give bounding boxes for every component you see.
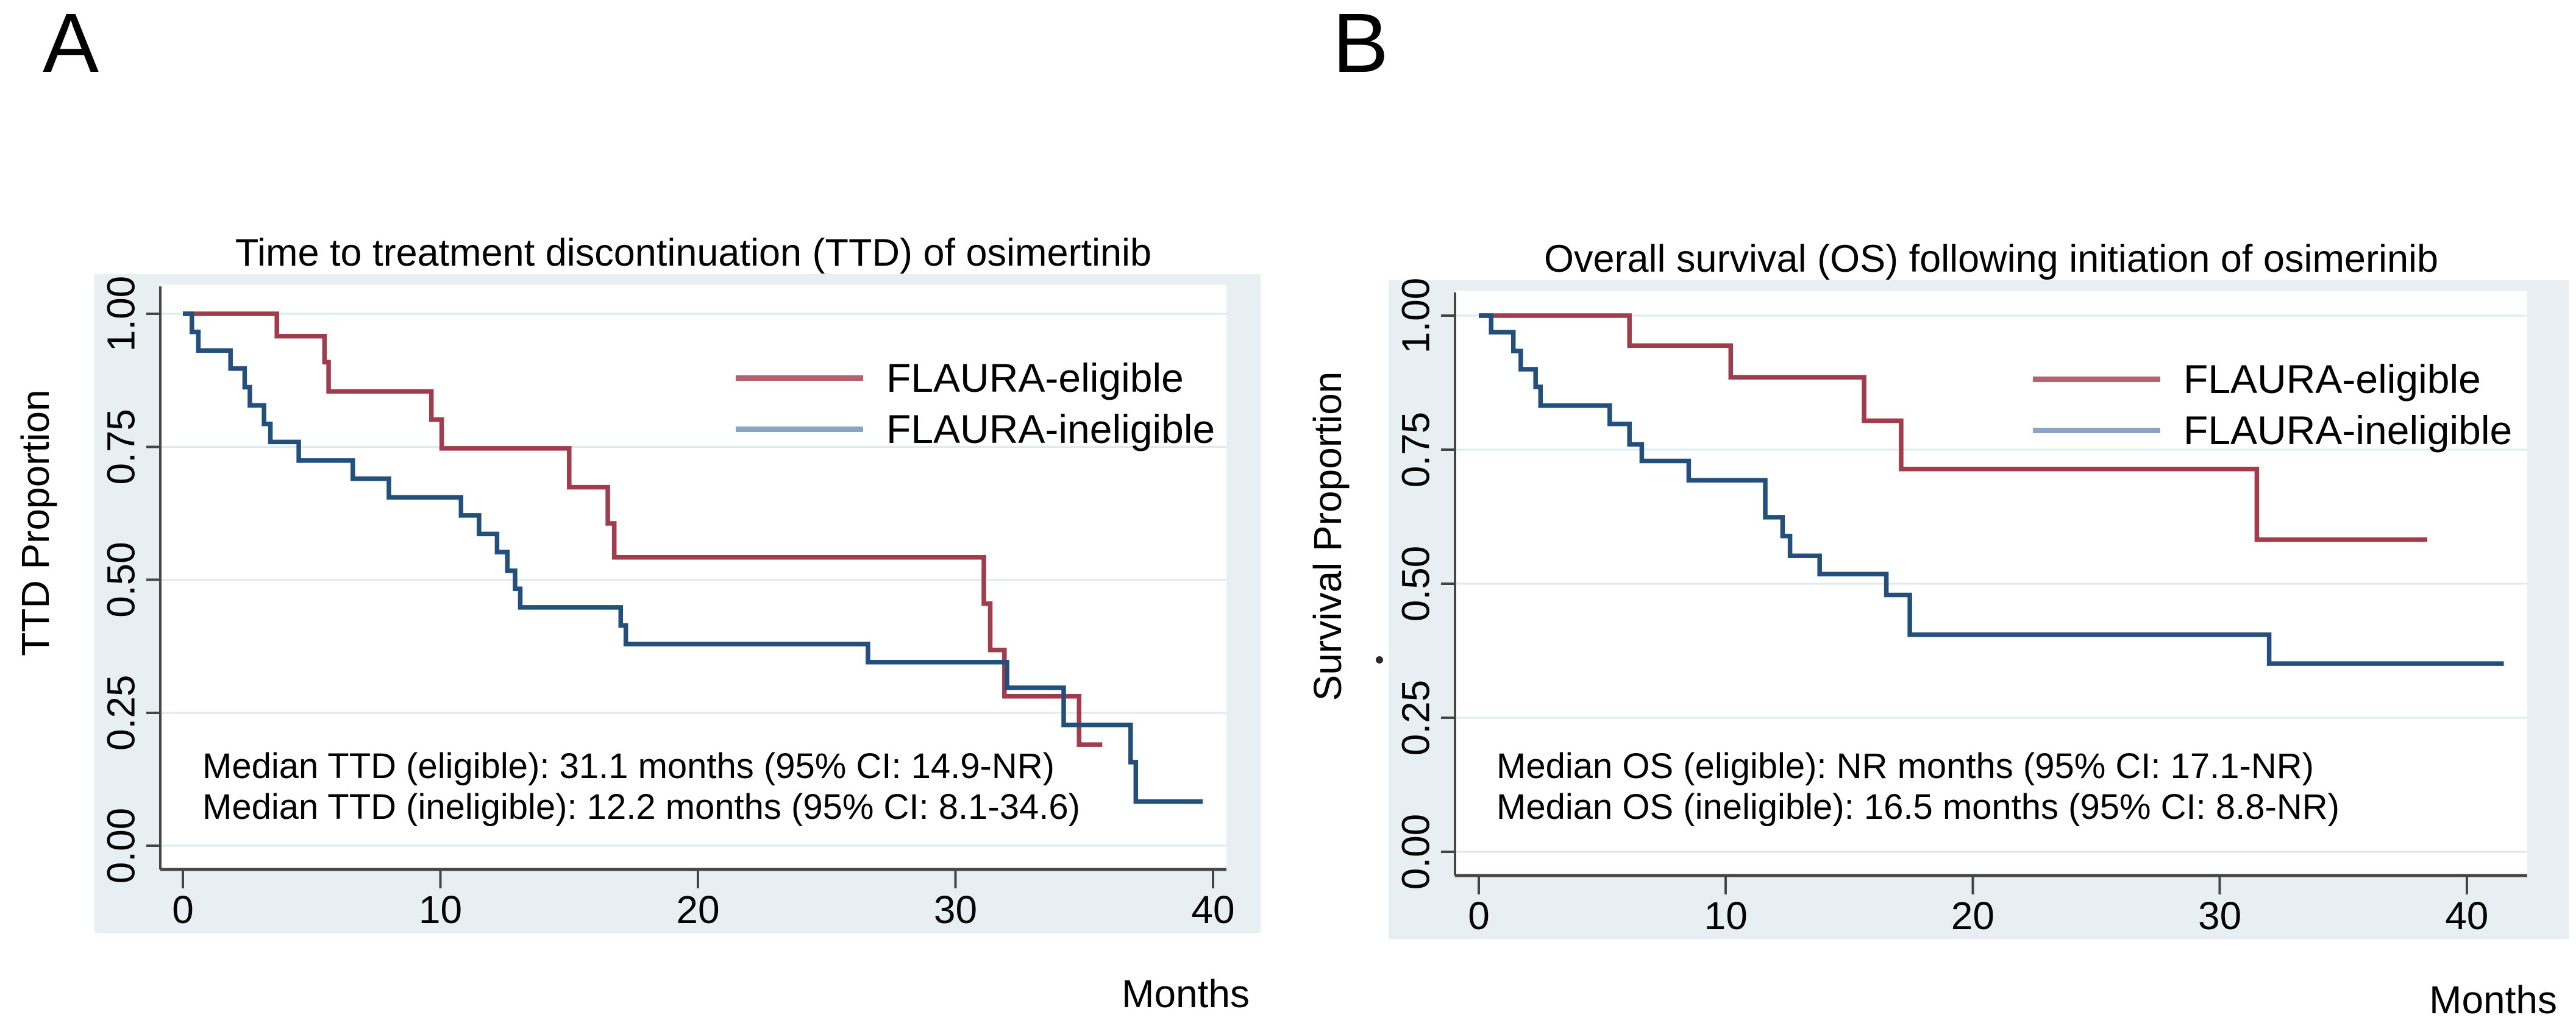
ineligible-line-swatch-icon (736, 426, 863, 432)
stray-dot-artifact (1376, 656, 1383, 664)
x-tick-label: 40 (2445, 894, 2488, 938)
x-tick-label: 20 (1951, 894, 1994, 938)
km-curve-eligible (183, 311, 1103, 747)
y-tick-label: 0.25 (99, 674, 143, 751)
y-tick-label: 0.00 (1393, 814, 1437, 890)
panel-letter-b: B (1332, 0, 1389, 90)
annotation-line: Median OS (eligible): NR months (95% CI:… (1496, 746, 2314, 786)
x-tick-label: 0 (1468, 894, 1490, 938)
annotation-line: Median TTD (ineligible): 12.2 months (95… (202, 787, 1080, 827)
generated-chart-layers: 0.00 0.25 0.50 0.75 1.00 0 10 20 30 40 0.00 0.25 0.5… (94, 274, 2569, 939)
legend-item-ineligible: FLAURA-ineligible (2033, 405, 2512, 456)
y-tick-label: 1.00 (1393, 278, 1437, 354)
legend-item-eligible: FLAURA-eligible (736, 352, 1215, 403)
legend-label-eligible: FLAURA-eligible (886, 355, 1184, 400)
legend-a: FLAURA-eligible FLAURA-ineligible (736, 352, 1215, 455)
ineligible-line-swatch-icon (2033, 427, 2160, 433)
panel-letter-a: A (43, 0, 99, 90)
x-tick-label: 30 (934, 888, 977, 932)
median-annotation-a: Median TTD (eligible): 31.1 months (95% … (202, 746, 1080, 827)
legend-label-eligible: FLAURA-eligible (2183, 356, 2481, 402)
x-tick-label: 40 (1191, 888, 1234, 932)
legend-b: FLAURA-eligible FLAURA-ineligible (2033, 353, 2512, 456)
x-tick-label: 0 (172, 888, 194, 932)
y-tick-label: 0.50 (99, 542, 143, 618)
plot-region (160, 285, 1226, 869)
km-curve-ineligible (1479, 313, 2504, 666)
legend-item-eligible: FLAURA-eligible (2033, 353, 2512, 405)
y-tick-label: 0.50 (1393, 546, 1437, 622)
y-axis-label-b: Survival Proportion (1306, 372, 1350, 701)
eligible-line-swatch-icon (736, 375, 863, 381)
y-tick-label: 0.75 (1393, 412, 1437, 488)
legend-label-ineligible: FLAURA-ineligible (886, 406, 1215, 451)
x-tick-label: 10 (1704, 894, 1748, 938)
x-tick-label: 20 (676, 888, 719, 932)
km-curve-eligible (1479, 313, 2427, 542)
x-tick-label: 10 (419, 888, 462, 932)
legend-item-ineligible: FLAURA-ineligible (736, 403, 1215, 455)
x-axis-label-b: Months (2429, 978, 2557, 1022)
median-annotation-b: Median OS (eligible): NR months (95% CI:… (1496, 746, 2339, 827)
eligible-line-swatch-icon (2033, 376, 2160, 382)
y-tick-label: 0.75 (99, 409, 143, 485)
legend-label-ineligible: FLAURA-ineligible (2183, 408, 2513, 453)
y-tick-label: 0.25 (1393, 680, 1437, 756)
km-curve-ineligible (183, 311, 1203, 804)
annotation-line: Median OS (ineligible): 16.5 months (95%… (1496, 787, 2339, 827)
x-axis-label-a: Months (1122, 972, 1250, 1016)
y-tick-label: 0.00 (99, 808, 143, 884)
y-axis-label-a: TTD Proportion (13, 389, 57, 656)
chart-title-b: Overall survival (OS) following initiati… (1543, 238, 2439, 280)
x-tick-label: 30 (2198, 894, 2241, 938)
y-tick-label: 1.00 (99, 276, 143, 352)
annotation-line: Median TTD (eligible): 31.1 months (95% … (202, 746, 1055, 786)
chart-title-a: Time to treatment discontinuation (TTD) … (235, 232, 1152, 274)
